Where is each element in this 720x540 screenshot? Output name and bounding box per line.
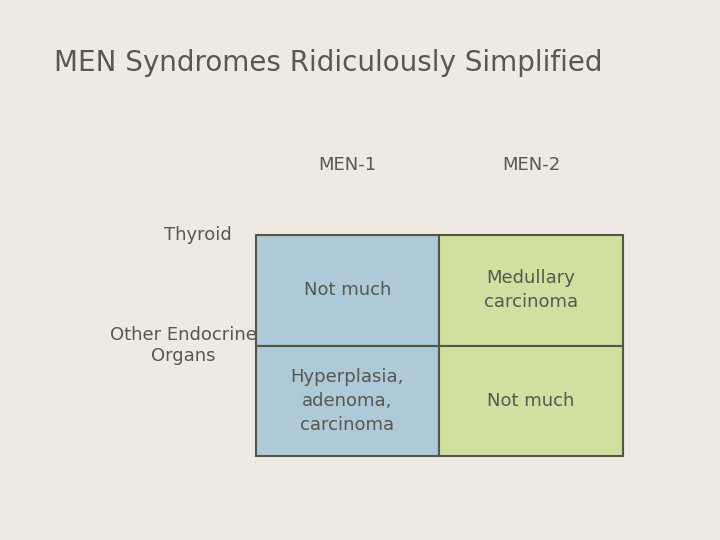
Text: MEN-1: MEN-1 bbox=[318, 156, 377, 174]
FancyBboxPatch shape bbox=[256, 235, 439, 346]
FancyBboxPatch shape bbox=[439, 346, 623, 456]
FancyBboxPatch shape bbox=[439, 235, 623, 346]
Text: Medullary
carcinoma: Medullary carcinoma bbox=[484, 269, 578, 311]
Text: Not much: Not much bbox=[304, 281, 391, 299]
Text: Hyperplasia,
adenoma,
carcinoma: Hyperplasia, adenoma, carcinoma bbox=[291, 368, 404, 434]
Text: Other Endocrine
Organs: Other Endocrine Organs bbox=[110, 326, 257, 365]
Text: Not much: Not much bbox=[487, 392, 575, 410]
Text: Thyroid: Thyroid bbox=[164, 226, 232, 244]
Text: MEN-2: MEN-2 bbox=[502, 156, 560, 174]
FancyBboxPatch shape bbox=[256, 346, 439, 456]
Text: MEN Syndromes Ridiculously Simplified: MEN Syndromes Ridiculously Simplified bbox=[54, 49, 603, 77]
